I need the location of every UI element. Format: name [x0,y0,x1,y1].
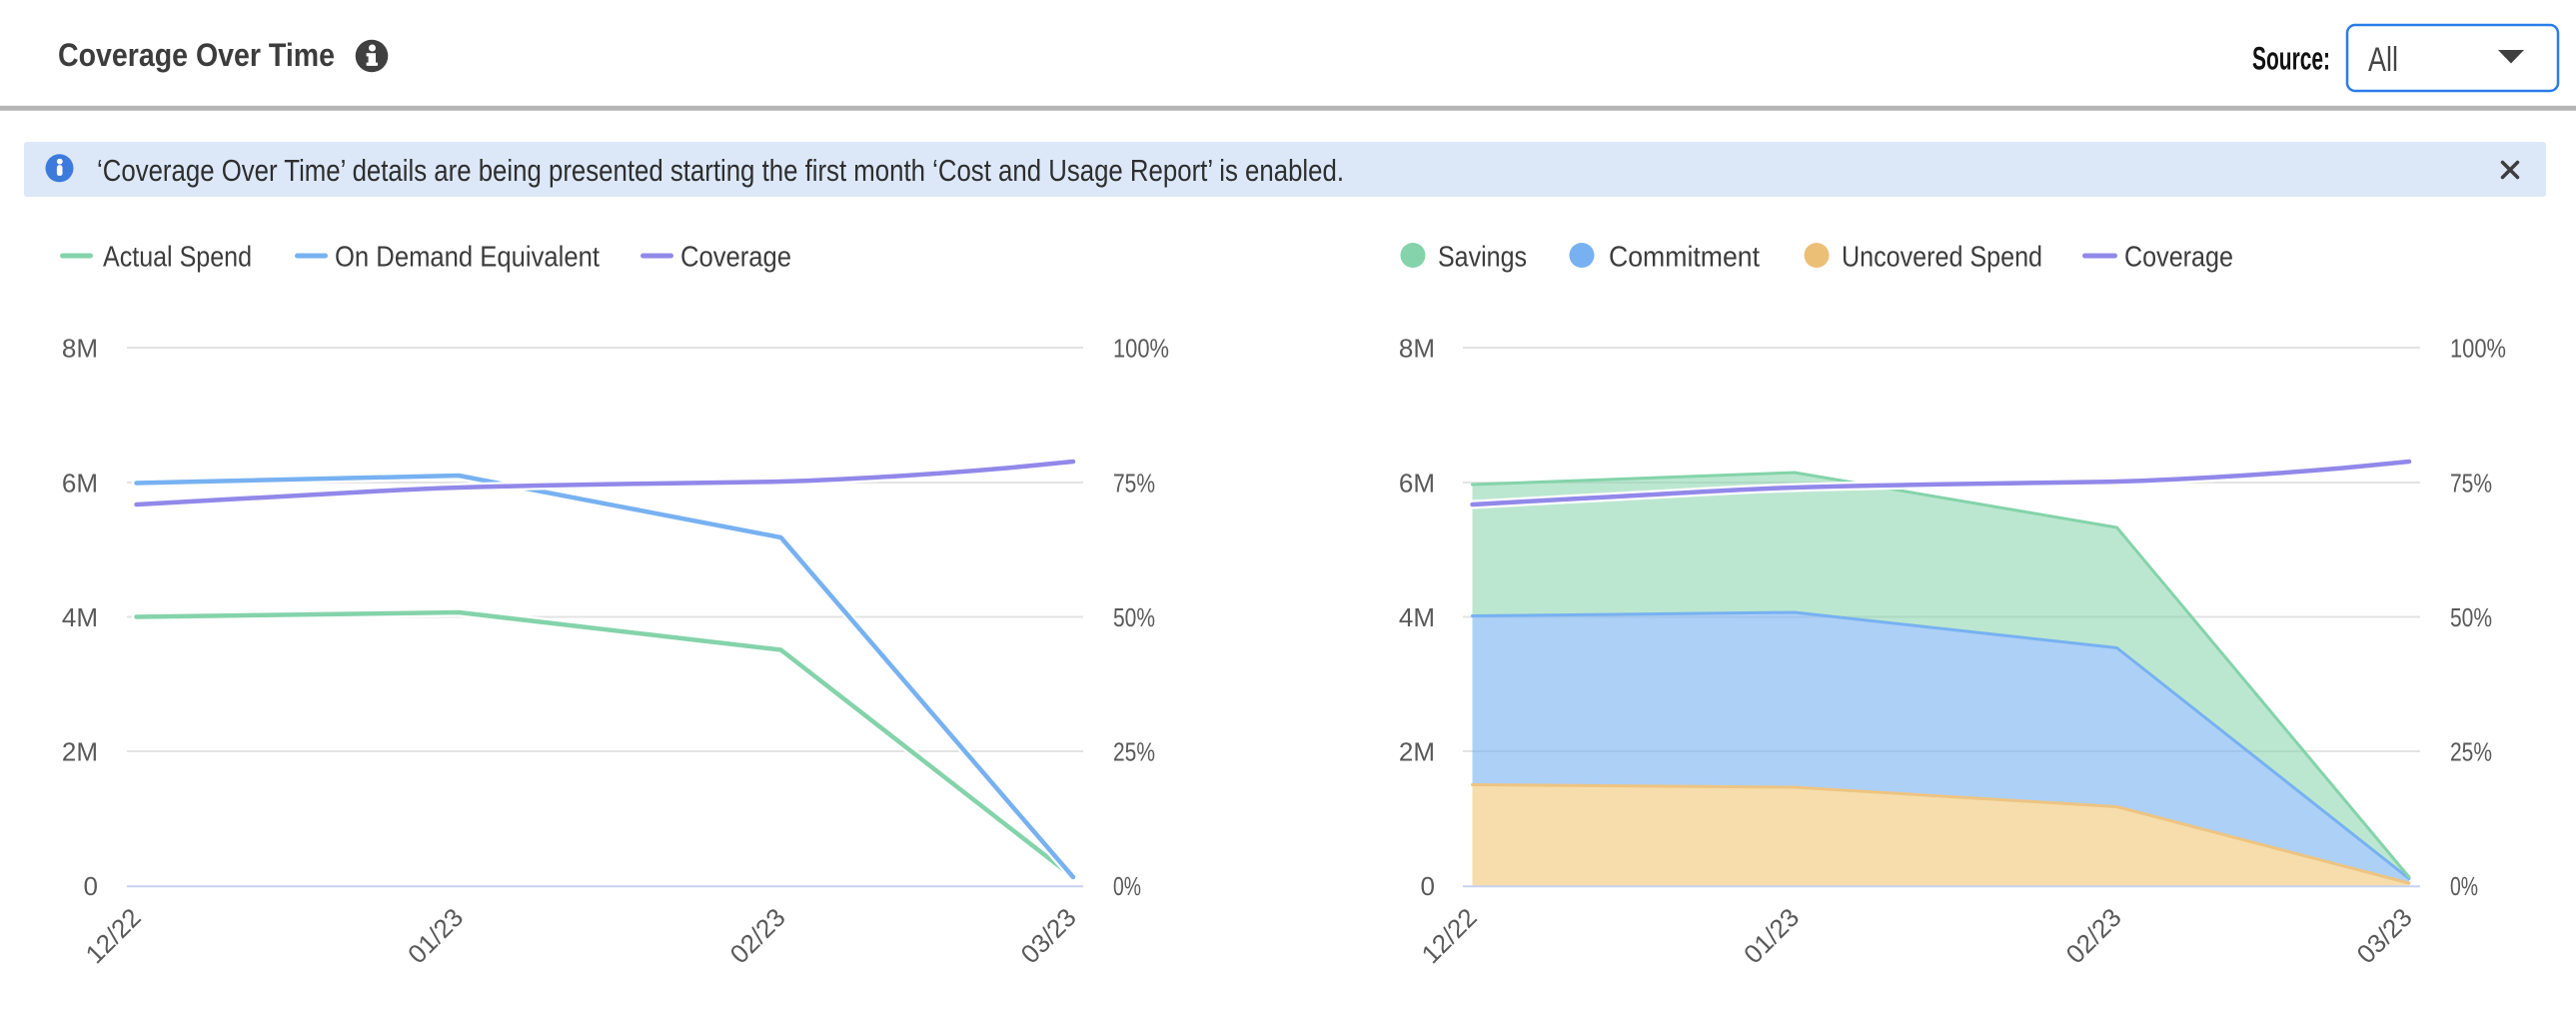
svg-text:25%: 25% [1113,737,1155,767]
svg-text:Uncovered Spend: Uncovered Spend [1842,242,2042,274]
svg-text:02/23: 02/23 [2060,902,2127,969]
svg-text:Coverage Over Time: Coverage Over Time [58,37,335,73]
svg-text:2M: 2M [1399,737,1435,767]
svg-text:25%: 25% [2450,737,2492,767]
svg-text:Coverage: Coverage [680,242,791,274]
svg-text:50%: 50% [2450,602,2492,632]
svg-text:6M: 6M [62,469,98,499]
svg-text:Source:: Source: [2252,41,2330,77]
svg-text:75%: 75% [2450,469,2492,499]
svg-text:0%: 0% [1113,871,1141,901]
svg-text:75%: 75% [1113,469,1155,499]
svg-text:8M: 8M [62,334,98,364]
svg-text:2M: 2M [62,737,98,767]
svg-text:50%: 50% [1113,602,1155,632]
svg-text:100%: 100% [2450,334,2506,364]
svg-text:01/23: 01/23 [1738,902,1805,969]
svg-text:Actual Spend: Actual Spend [103,242,252,274]
svg-text:Commitment: Commitment [1609,242,1760,274]
svg-text:‘Coverage Over Time’ details a: ‘Coverage Over Time’ details are being p… [97,153,1344,188]
svg-text:01/23: 01/23 [402,902,469,969]
svg-text:100%: 100% [1113,334,1169,364]
svg-text:0: 0 [1421,871,1435,901]
svg-text:4M: 4M [1399,602,1435,632]
svg-text:02/23: 02/23 [724,902,791,969]
svg-text:On Demand Equivalent: On Demand Equivalent [335,242,600,274]
svg-text:0: 0 [84,871,98,901]
svg-text:All: All [2368,41,2398,79]
svg-text:8M: 8M [1399,334,1435,364]
svg-text:0%: 0% [2450,871,2478,901]
svg-text:Savings: Savings [1438,242,1527,274]
svg-text:03/23: 03/23 [1015,902,1082,969]
svg-text:03/23: 03/23 [2351,902,2418,969]
svg-text:4M: 4M [62,602,98,632]
svg-text:Coverage: Coverage [2124,242,2233,274]
svg-text:12/22: 12/22 [1416,902,1483,969]
svg-text:12/22: 12/22 [80,902,147,969]
svg-text:6M: 6M [1399,469,1435,499]
